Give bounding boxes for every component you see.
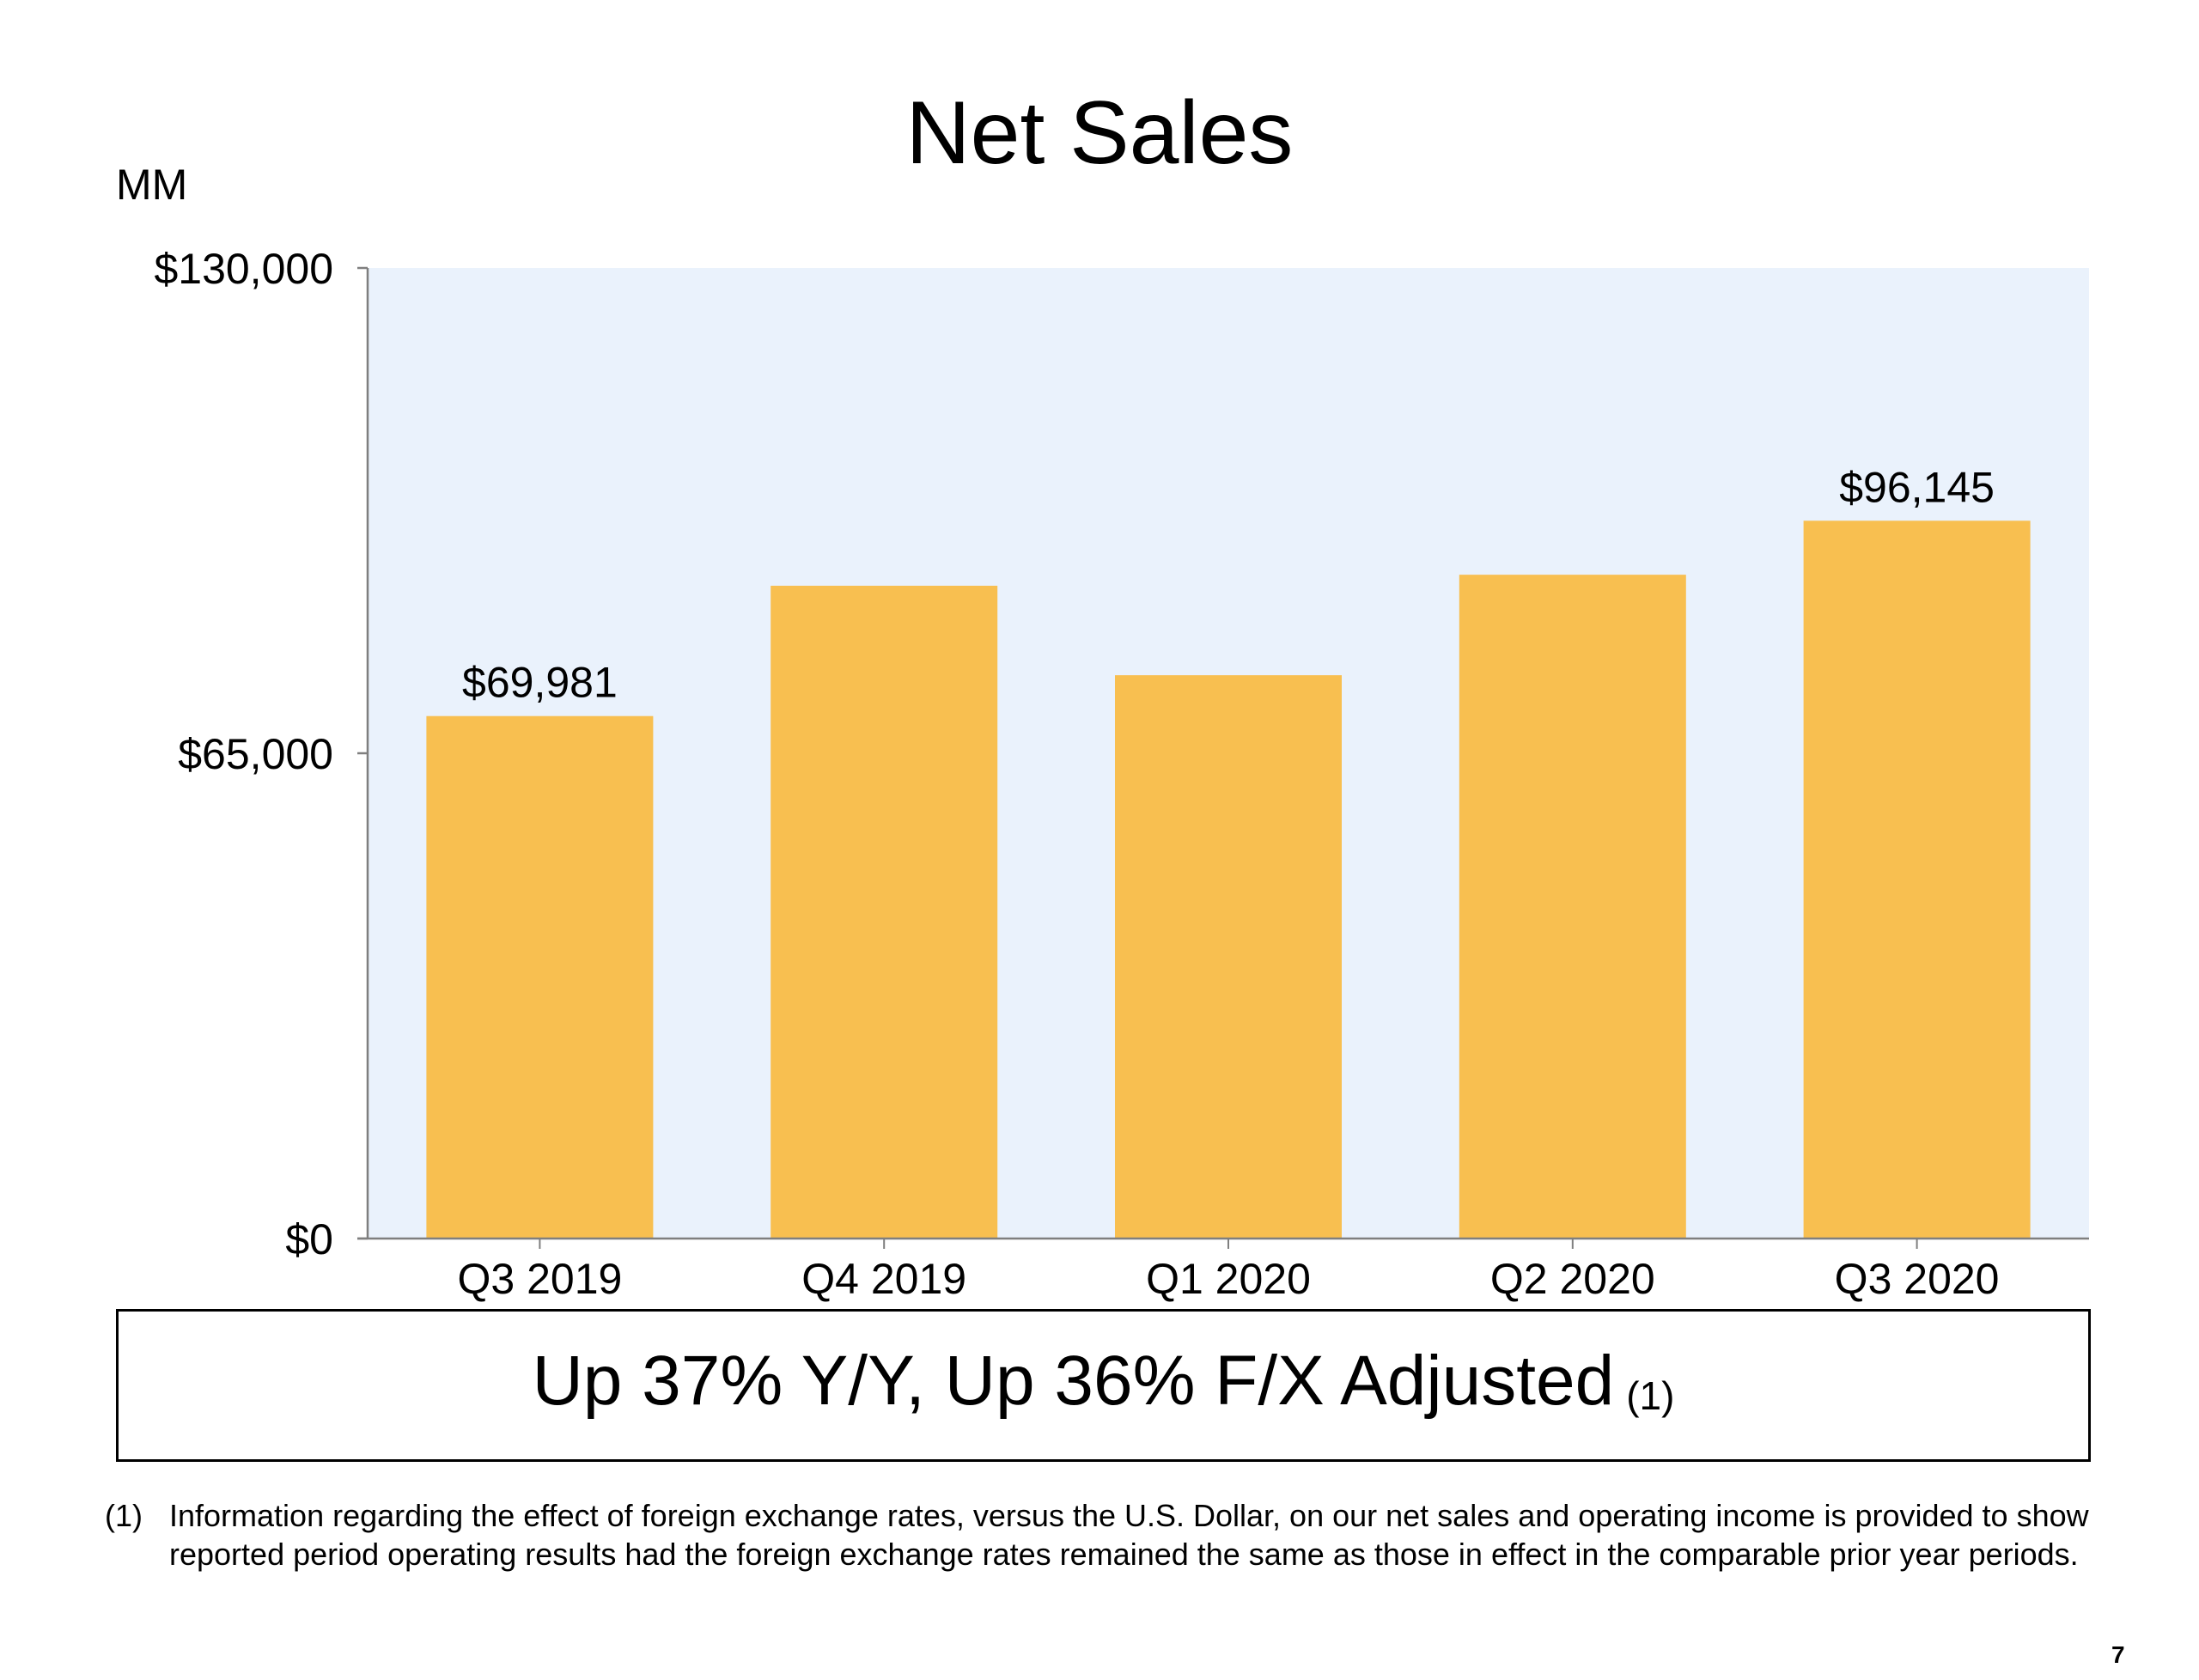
footnote-marker: (1) <box>105 1498 143 1533</box>
x-tick-label: Q3 2020 <box>1835 1255 2000 1303</box>
bar <box>771 585 998 1239</box>
net-sales-bar-chart: $69,981 Q3 2019 Q4 2019 Q1 2020 Q2 2020 $96,1… <box>154 245 2089 1303</box>
bar-value-label: $69,981 <box>462 659 618 707</box>
y-tick-label: $0 <box>285 1215 333 1263</box>
growth-callout-main: Up 37% Y/Y, Up 36% F/X Adjusted <box>532 1341 1615 1420</box>
x-tick-label: Q3 2019 <box>457 1255 622 1303</box>
y-tick-label: $130,000 <box>154 245 333 293</box>
growth-callout-footnote-ref: (1) <box>1626 1373 1675 1418</box>
footnote: (1) Information regarding the effect of … <box>105 1496 2166 1573</box>
bar <box>1115 675 1342 1239</box>
page-number: 7 <box>2111 1641 2125 1668</box>
bar-value-label: $96,145 <box>1839 463 1995 511</box>
x-tick-label: Q4 2019 <box>801 1255 966 1303</box>
page-title: Net Sales <box>905 83 1294 183</box>
bar <box>1459 575 1686 1239</box>
bar <box>426 715 654 1239</box>
x-tick-label: Q1 2020 <box>1146 1255 1311 1303</box>
y-tick-label: $65,000 <box>178 730 333 778</box>
growth-callout-text: Up 37% Y/Y, Up 36% F/X Adjusted (1) <box>533 1340 1675 1432</box>
y-axis-unit-label: MM <box>116 161 188 209</box>
growth-callout-box: Up 37% Y/Y, Up 36% F/X Adjusted (1) <box>116 1309 2091 1462</box>
bar <box>1803 520 2031 1239</box>
x-tick-label: Q2 2020 <box>1490 1255 1655 1303</box>
footnote-text: Information regarding the effect of fore… <box>169 1498 2089 1572</box>
